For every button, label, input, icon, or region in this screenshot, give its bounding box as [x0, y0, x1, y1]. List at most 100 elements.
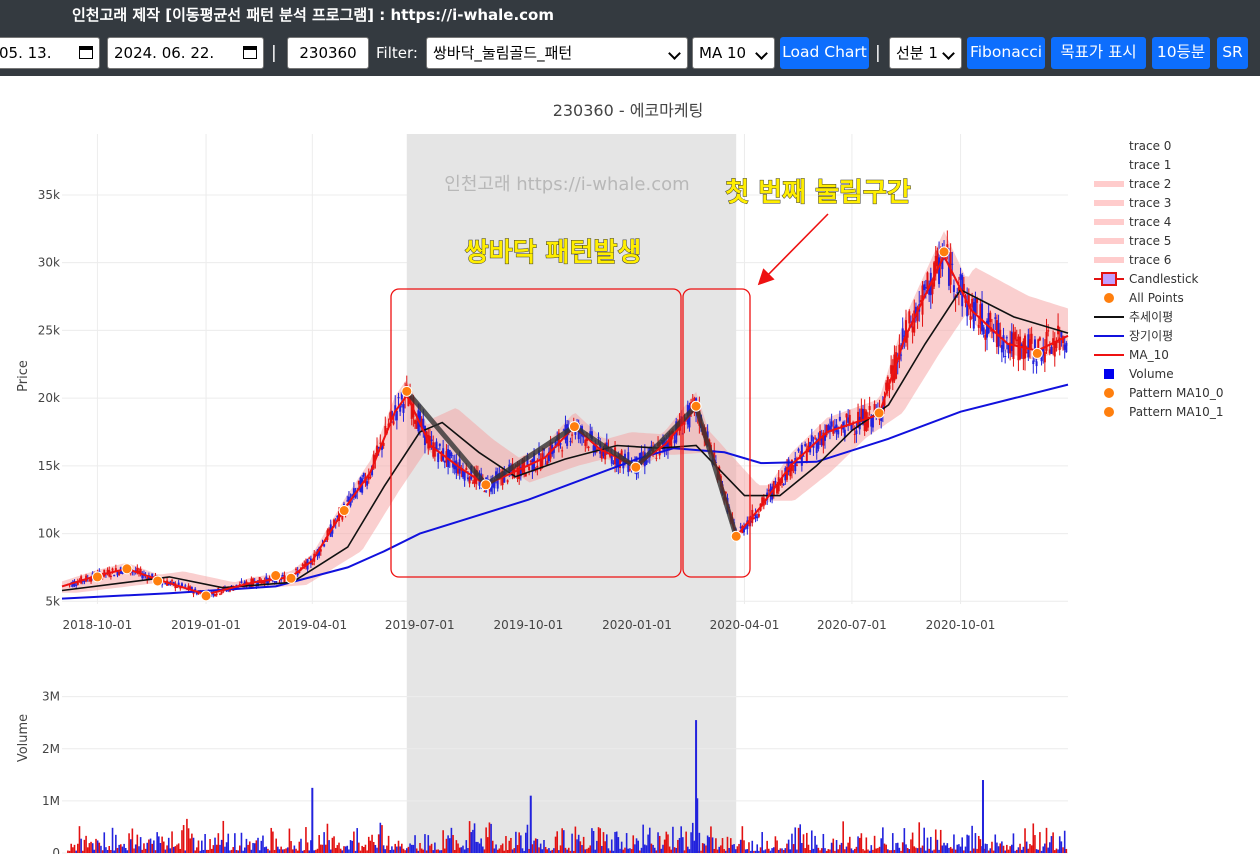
volume-bar: [224, 846, 226, 853]
volume-bar: [496, 849, 499, 853]
volume-bar: [189, 838, 192, 853]
volume-bar: [98, 842, 101, 853]
candle-body: [146, 577, 149, 581]
candle-body: [541, 453, 544, 468]
ma-select[interactable]: MA 10: [692, 37, 775, 69]
load-chart-button[interactable]: Load Chart: [780, 37, 869, 69]
candle-body: [402, 404, 405, 413]
line-segment-select[interactable]: 선분 1: [889, 37, 962, 69]
sr-button[interactable]: SR: [1217, 37, 1248, 69]
volume-bar: [728, 847, 730, 853]
volume-bar: [486, 837, 489, 853]
candle-body: [802, 455, 805, 457]
end-date-input[interactable]: 2024. 06. 22.: [107, 37, 264, 69]
volume-bar: [915, 847, 917, 853]
ten-split-button[interactable]: 10등분: [1152, 37, 1210, 69]
candle-body: [886, 376, 889, 391]
volume-bar: [905, 844, 907, 853]
volume-bar: [1040, 850, 1043, 853]
target-price-button[interactable]: 목표가 표시: [1051, 37, 1146, 69]
pattern-point: [630, 461, 642, 473]
candle-body: [362, 473, 365, 477]
volume-bar: [920, 847, 922, 853]
volume-bar: [321, 844, 324, 853]
candle-body: [956, 292, 959, 294]
candle-body: [377, 447, 380, 449]
volume-bar: [156, 832, 158, 853]
volume-bar: [541, 849, 544, 853]
volume-bar: [1034, 835, 1036, 853]
volume-bar: [1009, 846, 1011, 853]
volume-bar: [959, 846, 962, 853]
candle-body: [1002, 335, 1005, 350]
candle-body: [379, 442, 382, 444]
volume-bar: [576, 839, 578, 853]
volume-bar: [632, 835, 635, 853]
candle-body: [776, 484, 779, 494]
volume-bar: [405, 848, 408, 853]
price-tick-label: 20k: [38, 391, 60, 405]
volume-bar: [324, 844, 327, 853]
volume-bar: [336, 845, 339, 853]
candle-body: [767, 490, 770, 492]
volume-bar: [473, 823, 476, 853]
volume-bar: [665, 831, 668, 853]
candle-body: [587, 446, 590, 448]
volume-bars: [67, 720, 1068, 853]
candle-body: [860, 408, 863, 422]
volume-bar: [410, 844, 413, 853]
volume-bar: [201, 840, 203, 853]
candle-body: [941, 257, 944, 270]
candle-body: [483, 491, 486, 493]
volume-bar: [243, 847, 246, 853]
ticker-input[interactable]: 230360: [287, 37, 369, 69]
volume-bar: [192, 837, 195, 853]
volume-bar: [381, 825, 383, 853]
volume-bar: [217, 833, 220, 853]
volume-bar: [951, 848, 954, 853]
volume-bar: [992, 850, 995, 853]
volume-bar: [220, 839, 223, 853]
volume-bar: [429, 845, 431, 853]
candle-body: [301, 564, 304, 566]
volume-bar: [672, 826, 674, 853]
volume-bar: [804, 848, 806, 853]
volume-bar: [759, 847, 762, 853]
calendar-icon[interactable]: [243, 46, 257, 59]
volume-bar: [878, 846, 881, 853]
volume-bar: [447, 835, 449, 853]
volume-bar: [131, 828, 134, 853]
chart-area[interactable]: 5k 10k 15k 20k 25k 30k 35k 2018-10-01 2019-01-01…: [0, 76, 1260, 854]
start-date-input[interactable]: 05. 13.: [0, 37, 100, 69]
volume-bar: [601, 845, 603, 853]
volume-bar: [1004, 850, 1006, 853]
candle-body: [903, 335, 906, 337]
volume-bar: [235, 849, 238, 853]
candle-body: [620, 450, 623, 458]
volume-bar: [468, 821, 471, 853]
volume-bar: [721, 838, 724, 853]
volume-bar: [787, 839, 790, 853]
candle-body: [443, 460, 446, 463]
volume-bar: [452, 834, 454, 853]
legend[interactable]: trace 0 trace 1 trace 2 trace 3 trace 4 trace…: [1094, 139, 1223, 419]
filter-select[interactable]: 쌍바닥_눌림골드_패턴: [426, 37, 688, 69]
candle-body: [544, 463, 547, 465]
legend-item: 장기이평: [1129, 329, 1173, 343]
candle-body: [743, 526, 746, 533]
volume-bar: [678, 837, 681, 853]
volume-bar: [834, 850, 836, 853]
candle-body: [397, 397, 400, 399]
volume-bar: [310, 840, 312, 853]
volume-bar: [425, 850, 428, 853]
candle-body: [1010, 331, 1013, 352]
volume-bar: [123, 843, 125, 853]
volume-bar: [949, 846, 952, 853]
volume-bar: [458, 847, 461, 853]
fibonacci-button[interactable]: Fibonacci: [967, 37, 1045, 69]
volume-bar: [599, 828, 601, 853]
volume-bar: [1022, 846, 1025, 853]
volume-bar: [372, 842, 375, 853]
calendar-icon[interactable]: [79, 46, 93, 59]
volume-bar: [477, 841, 479, 853]
